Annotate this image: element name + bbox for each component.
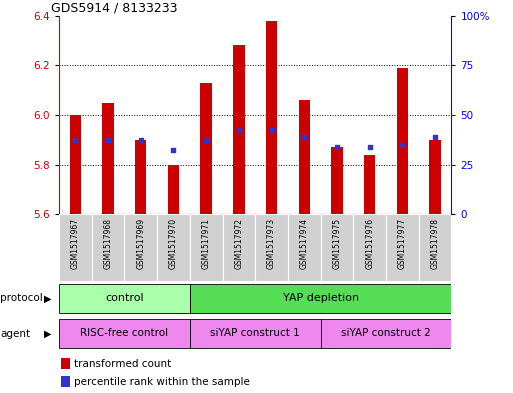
Bar [419, 214, 451, 281]
Bar [321, 319, 451, 348]
Text: protocol: protocol [0, 293, 43, 303]
Bar [233, 46, 245, 214]
Bar [61, 376, 70, 387]
Bar [135, 140, 147, 214]
Text: GSM1517974: GSM1517974 [300, 218, 309, 269]
Text: GDS5914 / 8133233: GDS5914 / 8133233 [51, 2, 177, 15]
Point [169, 147, 177, 153]
Bar [168, 165, 179, 214]
Bar [190, 319, 321, 348]
Bar [364, 154, 376, 214]
Text: GSM1517977: GSM1517977 [398, 218, 407, 269]
Text: GSM1517969: GSM1517969 [136, 218, 145, 269]
Text: RISC-free control: RISC-free control [81, 328, 168, 338]
Bar [70, 115, 81, 214]
Bar [299, 100, 310, 214]
Text: GSM1517967: GSM1517967 [71, 218, 80, 269]
Bar [223, 214, 255, 281]
Text: GSM1517973: GSM1517973 [267, 218, 276, 269]
Bar [61, 358, 70, 369]
Bar [190, 284, 451, 313]
Text: control: control [105, 293, 144, 303]
Point [398, 141, 406, 148]
Point [300, 134, 308, 140]
Point [267, 127, 275, 133]
Text: GSM1517972: GSM1517972 [234, 218, 243, 268]
Bar [386, 214, 419, 281]
Bar [321, 214, 353, 281]
Text: YAP depletion: YAP depletion [283, 293, 359, 303]
Text: percentile rank within the sample: percentile rank within the sample [73, 376, 249, 387]
Point [366, 144, 374, 151]
Text: GSM1517970: GSM1517970 [169, 218, 178, 269]
Text: GSM1517968: GSM1517968 [104, 218, 112, 268]
Bar [157, 214, 190, 281]
Bar [59, 319, 190, 348]
Text: ▶: ▶ [44, 329, 51, 339]
Point [235, 127, 243, 133]
Bar [92, 214, 125, 281]
Bar [429, 140, 441, 214]
Point [136, 137, 145, 143]
Bar [102, 103, 114, 214]
Text: ▶: ▶ [44, 293, 51, 303]
Point [333, 144, 341, 151]
Text: siYAP construct 1: siYAP construct 1 [210, 328, 300, 338]
Bar [124, 214, 157, 281]
Point [202, 137, 210, 143]
Text: GSM1517978: GSM1517978 [430, 218, 440, 268]
Text: siYAP construct 2: siYAP construct 2 [341, 328, 431, 338]
Text: GSM1517971: GSM1517971 [202, 218, 211, 268]
Bar [353, 214, 386, 281]
Text: GSM1517976: GSM1517976 [365, 218, 374, 269]
Bar [59, 284, 190, 313]
Bar [201, 83, 212, 214]
Point [104, 137, 112, 143]
Bar [266, 21, 278, 214]
Text: transformed count: transformed count [73, 359, 171, 369]
Bar [190, 214, 223, 281]
Bar [288, 214, 321, 281]
Bar [255, 214, 288, 281]
Bar [331, 147, 343, 214]
Point [71, 137, 80, 143]
Text: GSM1517975: GSM1517975 [332, 218, 342, 269]
Point [431, 134, 439, 140]
Bar [397, 68, 408, 214]
Bar [59, 214, 92, 281]
Text: agent: agent [0, 329, 30, 339]
